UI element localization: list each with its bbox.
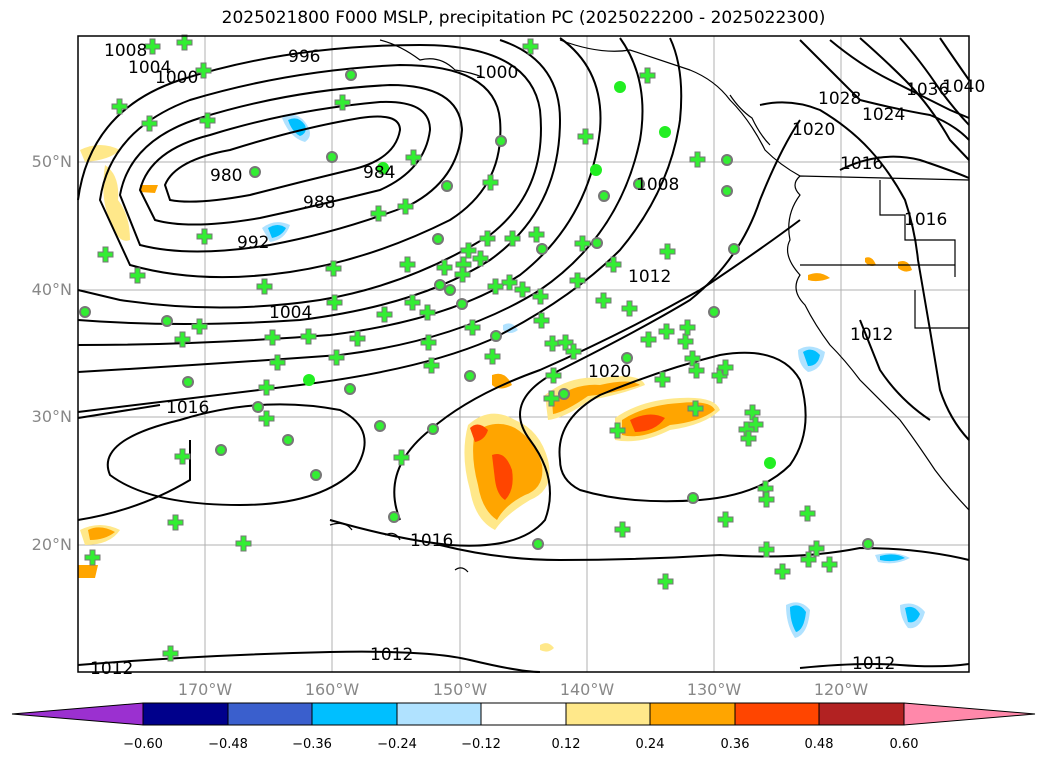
isobar-label: 1004: [128, 58, 171, 78]
isobar-label: 984: [363, 163, 395, 183]
lat-label: 50°N: [31, 152, 72, 171]
isobar-label: 1020: [588, 362, 631, 382]
colorbar-tick: −0.60: [123, 737, 163, 752]
map-title: 2025021800 F000 MSLP, precipitation PC (…: [221, 8, 826, 28]
isobar-label: 1000: [155, 68, 198, 88]
colorbar-tick: 0.36: [720, 737, 750, 752]
isobar-labels: 1008 1004 1000 996 1000 980 984 988 992 …: [90, 41, 985, 679]
colorbar-tick: 0.12: [551, 737, 581, 752]
station-markers: [79, 34, 874, 662]
lat-label: 20°N: [31, 535, 72, 554]
isobar-label: 1040: [942, 77, 985, 97]
isobar-label: 988: [303, 193, 335, 213]
lat-label: 40°N: [31, 280, 72, 299]
isobar-label: 996: [288, 47, 320, 67]
colorbar-tick: −0.36: [292, 737, 332, 752]
coastlines: [329, 39, 970, 573]
isobar-label: 1020: [792, 120, 835, 140]
isobar-label: 1016: [166, 398, 209, 418]
isobar-label: 1036: [906, 80, 949, 100]
lon-label: 150°W: [432, 680, 488, 699]
isobar-label: 1012: [850, 325, 893, 345]
colorbar: [11, 702, 1036, 726]
lon-label: 140°W: [559, 680, 615, 699]
lat-label: 30°N: [31, 407, 72, 426]
isobar-label: 1012: [370, 645, 413, 665]
isobar-label: 1016: [410, 531, 453, 551]
colorbar-tick: 0.60: [889, 737, 919, 752]
isobar-label: 1012: [90, 659, 133, 679]
isobar-label: 1024: [862, 105, 905, 125]
colorbar-tick: −0.24: [377, 737, 417, 752]
isobar-label: 992: [237, 233, 269, 253]
lon-label: 120°W: [813, 680, 869, 699]
colorbar-tick: −0.12: [461, 737, 501, 752]
isobar-label: 1000: [475, 63, 518, 83]
colorbar-tick: 0.48: [804, 737, 834, 752]
isobar-label: 1028: [818, 89, 861, 109]
isobar-label: 1016: [840, 154, 883, 174]
cross-markers: [84, 34, 838, 662]
lon-label: 160°W: [304, 680, 360, 699]
colorbar-tick: −0.48: [208, 737, 248, 752]
colorbar-tick: 0.24: [635, 737, 665, 752]
isobar-label: 1008: [104, 41, 147, 61]
map-area: 1008 1004 1000 996 1000 980 984 988 992 …: [77, 34, 985, 679]
isobar-label: 1008: [636, 175, 679, 195]
map-frame: [77, 35, 970, 673]
isobar-label: 1016: [904, 210, 947, 230]
lon-label: 130°W: [686, 680, 742, 699]
isobar-label: 1004: [269, 303, 312, 323]
lon-label: 170°W: [177, 680, 233, 699]
isobar-label: 1012: [852, 654, 895, 674]
isobar-label: 980: [210, 166, 242, 186]
isobar-label: 1012: [628, 267, 671, 287]
